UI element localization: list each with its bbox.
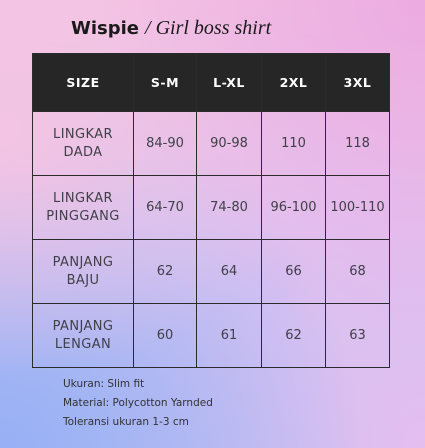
table-cell: 110 [261,111,326,176]
table-cell: 100-110 [325,175,390,240]
row-label-line: DADA [63,144,103,160]
note-tolerance: Toleransi ukuran 1-3 cm [63,416,189,428]
table-cell: 96-100 [261,175,326,240]
brand-name: Wispie [71,18,140,39]
table-cell: 62 [133,239,197,304]
size-chart-table: SIZE S-M L-XL 2XL 3XL LINGKAR DADA 84-90… [32,53,390,368]
column-header-size: SIZE [32,53,134,112]
note-fit: Ukuran: Slim fit [63,378,145,390]
column-header-2xl: 2XL [261,53,326,112]
row-label-lingkar-dada: LINGKAR DADA [32,111,134,176]
row-label-panjang-baju: PANJANG BAJU [32,239,134,304]
table-row: LINGKAR DADA 84-90 90-98 110 118 [32,111,390,176]
table-cell: 118 [325,111,390,176]
table-cell: 63 [325,303,390,368]
table-cell: 64 [196,239,262,304]
table-row: PANJANG BAJU 62 64 66 68 [32,239,390,304]
row-label-lingkar-pinggang: LINGKAR PINGGANG [32,175,134,240]
row-label-line: LINGKAR [53,126,113,142]
table-cell: 66 [261,239,326,304]
table-cell: 62 [261,303,326,368]
table-header-row: SIZE S-M L-XL 2XL 3XL [32,53,390,112]
table-row: PANJANG LENGAN 60 61 62 63 [32,303,390,368]
column-header-l-xl: L-XL [196,53,262,112]
row-label-panjang-lengan: PANJANG LENGAN [32,303,134,368]
note-material: Material: Polycotton Yarnded [63,397,213,409]
table-cell: 90-98 [196,111,262,176]
table-cell: 64-70 [133,175,197,240]
page-title: Wispie / Girl boss shirt [71,17,271,43]
row-label-line: PANJANG [52,318,114,334]
product-notes: Ukuran: Slim fit Material: Polycotton Ya… [63,375,213,432]
row-label-line: LINGKAR [53,190,113,206]
product-name: / Girl boss shirt [145,17,272,39]
table-row: LINGKAR PINGGANG 64-70 74-80 96-100 100-… [32,175,390,240]
row-label-line: PANJANG [52,254,114,270]
row-label-line: PINGGANG [46,208,120,224]
column-header-3xl: 3XL [325,53,390,112]
row-label-line: LENGAN [54,336,112,352]
table-cell: 60 [133,303,197,368]
table-cell: 61 [196,303,262,368]
table-cell: 68 [325,239,390,304]
row-label-line: BAJU [66,272,100,288]
table-cell: 74-80 [196,175,262,240]
table-cell: 84-90 [133,111,197,176]
column-header-s-m: S-M [133,53,197,112]
